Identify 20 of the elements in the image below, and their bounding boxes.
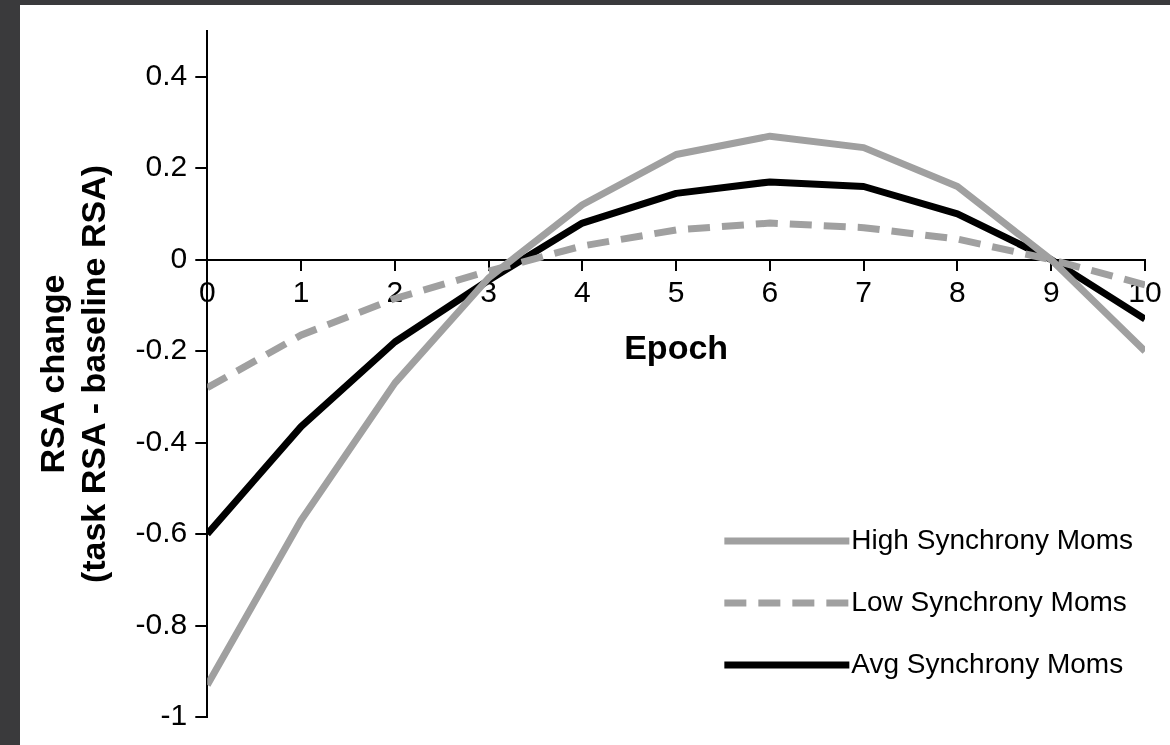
y-axis-title: RSA change (task RSA - baseline RSA) <box>32 164 112 584</box>
y-tick-label: -0.6 <box>135 515 188 549</box>
x-tick-label: 9 <box>1042 274 1060 308</box>
x-tick-label: 7 <box>855 274 873 308</box>
y-tick-label: 0.2 <box>145 149 188 183</box>
y-tick-label: -0.8 <box>135 606 188 640</box>
x-tick-label: 4 <box>574 274 591 308</box>
x-axis-title: Epoch <box>624 328 729 367</box>
y-tick-label: 0 <box>170 240 188 274</box>
y-tick-label: 0.4 <box>145 58 188 91</box>
legend-label: Avg Synchrony Moms <box>851 647 1124 679</box>
x-tick-label: 8 <box>949 274 966 308</box>
x-tick-label: 6 <box>761 274 779 308</box>
y-tick-label: -0.4 <box>135 423 188 457</box>
legend-label: Low Synchrony Moms <box>851 585 1127 617</box>
x-tick-label: 5 <box>667 274 685 308</box>
y-tick-label: -1 <box>160 698 188 732</box>
y-tick-label: -0.2 <box>135 332 188 366</box>
x-tick-label: 1 <box>292 274 310 308</box>
legend-label: High Synchrony Moms <box>851 523 1133 555</box>
